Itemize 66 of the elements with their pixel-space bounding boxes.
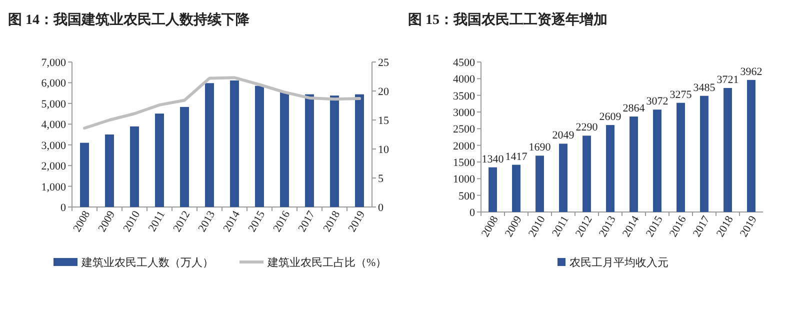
data-label: 1417 xyxy=(505,150,528,163)
y-tick-label: 6,000 xyxy=(41,78,66,90)
data-label: 2609 xyxy=(599,111,622,124)
data-label: 3072 xyxy=(646,96,668,108)
data-label: 1340 xyxy=(482,153,504,166)
bar xyxy=(630,116,638,212)
chart-title: 图 14：我国建筑业农民工人数持续下降 xyxy=(8,12,250,28)
bar xyxy=(180,106,189,207)
bar xyxy=(559,144,568,212)
line-series xyxy=(83,76,361,130)
chart-title: 图 15：我国农民工工资逐年增加 xyxy=(408,12,608,28)
y-tick-label: 2500 xyxy=(453,124,476,136)
bar xyxy=(105,134,114,207)
bar xyxy=(747,80,756,212)
y-tick-label: 0 xyxy=(470,207,476,219)
bar xyxy=(230,80,239,207)
data-label: 3485 xyxy=(693,82,716,94)
data-label: 3962 xyxy=(740,66,762,78)
y-tick-label: 2000 xyxy=(453,140,476,152)
bar xyxy=(130,126,139,207)
bar xyxy=(700,96,708,212)
y-tick-label: 0 xyxy=(60,202,66,214)
y2-tick-label: 15 xyxy=(378,115,390,127)
bar xyxy=(606,125,614,212)
y2-tick-label: 5 xyxy=(378,173,384,185)
y2-tick-label: 0 xyxy=(378,202,384,214)
bar xyxy=(653,110,662,212)
bar xyxy=(536,156,544,212)
bar xyxy=(512,164,520,212)
bar xyxy=(355,94,364,207)
bar xyxy=(155,114,164,207)
legend-label: 建筑业农民工占比（%） xyxy=(266,256,387,269)
y2-tick-label: 25 xyxy=(378,57,390,69)
y-tick-label: 4,000 xyxy=(41,119,66,132)
y-tick-label: 1500 xyxy=(453,157,476,169)
data-label: 2864 xyxy=(622,102,646,115)
data-label: 1690 xyxy=(528,142,552,154)
y-tick-label: 3500 xyxy=(453,90,476,102)
y-tick-label: 3000 xyxy=(453,107,476,119)
bar xyxy=(488,167,497,212)
data-label: 3275 xyxy=(670,88,692,101)
bar xyxy=(330,96,339,207)
y-tick-label: 500 xyxy=(458,190,476,202)
data-label: 3721 xyxy=(716,74,739,86)
bar xyxy=(280,92,289,207)
bar xyxy=(676,102,685,212)
y-tick-label: 5,000 xyxy=(41,98,66,110)
bar xyxy=(582,136,591,212)
bar xyxy=(80,142,89,207)
y-tick-label: 2,000 xyxy=(41,160,66,173)
y-tick-label: 1,000 xyxy=(41,181,66,194)
bar xyxy=(255,86,264,207)
legend-label: 农民工月平均收入元 xyxy=(570,256,668,269)
data-label: 2290 xyxy=(576,122,598,134)
y2-tick-label: 20 xyxy=(378,86,390,98)
y2-tick-label: 10 xyxy=(378,144,390,156)
y-tick-label: 3,000 xyxy=(41,140,66,152)
y-tick-label: 4000 xyxy=(453,74,476,86)
data-label: 2049 xyxy=(552,130,575,142)
bar xyxy=(305,94,314,207)
bar xyxy=(724,88,732,212)
y-tick-label: 7,000 xyxy=(41,57,66,69)
y-tick-label: 1000 xyxy=(453,174,476,186)
legend-label: 建筑业农民工人数（万人） xyxy=(80,256,214,269)
y-tick-label: 4500 xyxy=(453,57,476,69)
bar xyxy=(205,83,214,207)
